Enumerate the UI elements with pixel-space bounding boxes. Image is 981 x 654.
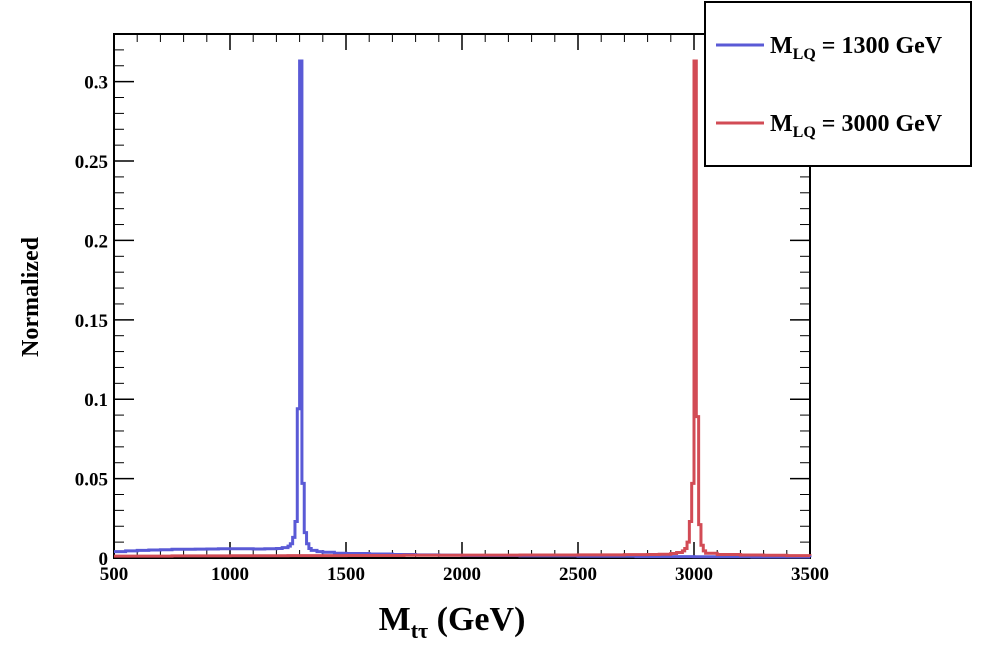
x-tick-label: 1500 [327, 564, 365, 585]
x-tick-label: 1000 [211, 564, 249, 585]
y-tick-label: 0.15 [75, 311, 108, 332]
x-axis-title-sub: tτ [411, 618, 428, 643]
legend-label-3000-rest: = 3000 GeV [816, 111, 943, 137]
y-axis-title: Normalized [18, 236, 44, 357]
x-tick-labels: 500 1000 1500 2000 2500 3000 3500 [100, 564, 829, 585]
legend-box [704, 1, 972, 167]
x-tick-label: 2000 [443, 564, 481, 585]
legend: MLQ = 1300 GeV MLQ = 3000 GeV [704, 1, 972, 167]
x-tick-label: 500 [100, 564, 129, 585]
legend-label-1300-sub: LQ [793, 46, 816, 63]
legend-label-3000: MLQ = 3000 GeV [770, 111, 943, 141]
y-tick-label: 0.25 [75, 152, 108, 173]
x-axis-title: Mtτ (GeV) [379, 601, 526, 643]
x-tick-label: 2500 [559, 564, 597, 585]
x-axis-title-unit: (GeV) [428, 601, 525, 638]
legend-label-1300-main: M [770, 33, 793, 59]
legend-label-1300: MLQ = 1300 GeV [770, 33, 943, 63]
series-layer [114, 59, 812, 559]
y-tick-label: 0.1 [84, 390, 108, 411]
y-tick-label: 0.05 [75, 470, 108, 491]
legend-label-3000-main: M [770, 111, 793, 137]
y-tick-label: 0.3 [84, 73, 108, 94]
x-tick-label: 3000 [675, 564, 713, 585]
x-tick-label: 3500 [791, 564, 829, 585]
legend-label-1300-rest: = 1300 GeV [816, 33, 943, 59]
y-tick-label: 0.2 [84, 231, 108, 252]
y-tick-label: 0 [99, 549, 109, 570]
x-axis-title-main: M [379, 601, 411, 638]
y-tick-labels: 0 0.05 0.1 0.15 0.2 0.25 0.3 [75, 73, 108, 570]
series-line-3000 [114, 59, 812, 558]
legend-label-3000-sub: LQ [793, 124, 816, 141]
